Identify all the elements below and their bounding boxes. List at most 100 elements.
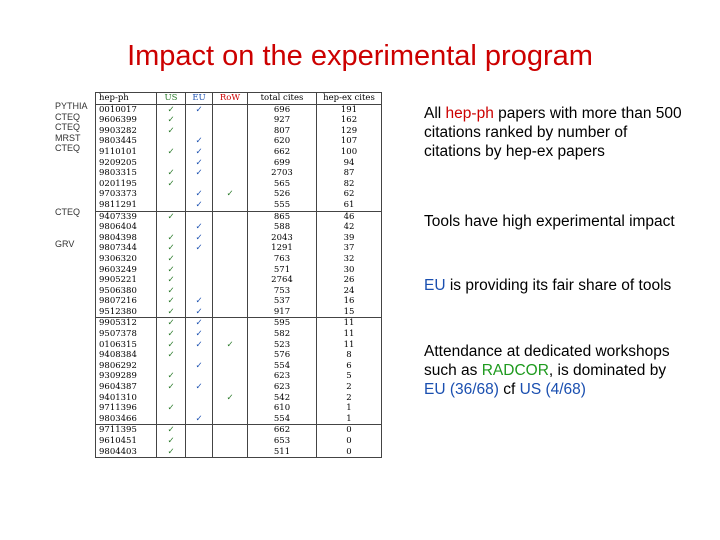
paper-id-cell: 9209205: [95, 157, 157, 169]
hep-ex-cites-cell: 0: [316, 424, 382, 436]
check-icon: ✓: [195, 243, 203, 254]
eu-cell: ✓: [185, 168, 213, 179]
total-cites-cell: 1291: [247, 243, 317, 254]
row-cell: [212, 264, 248, 276]
row-cell: ✓: [212, 392, 248, 404]
bullet-text: US (4/68): [519, 381, 586, 398]
table-row: 0106315 ✓ ✓ ✓ 523 11: [95, 339, 382, 351]
us-cell: ✓: [156, 285, 186, 297]
eu-cell: [185, 350, 213, 361]
total-cites-cell: 526: [247, 189, 317, 200]
us-cell: ✓: [156, 253, 186, 265]
us-cell: ✓: [156, 306, 186, 318]
row-cell: [212, 178, 248, 190]
paper-id-cell: 9806292: [95, 360, 157, 372]
check-icon: ✓: [167, 211, 175, 222]
check-icon: ✓: [195, 168, 203, 179]
us-cell: ✓: [156, 146, 186, 158]
hep-ex-cites-cell: 82: [343, 178, 355, 189]
check-icon: ✓: [167, 285, 175, 296]
paper-id-cell: 9803445: [95, 136, 157, 147]
eu-cell: [185, 264, 213, 276]
total-cites-cell: 662: [247, 424, 317, 436]
eu-cell: [185, 253, 213, 265]
paper-label: CTEQ: [55, 143, 81, 154]
bullet-point: All hep-ph papers with more than 500 cit…: [424, 104, 684, 161]
check-icon: ✓: [195, 232, 203, 243]
table-row: 9811291 ✓ 555 61: [95, 199, 382, 212]
hep-ex-cites-cell: 6: [346, 360, 352, 371]
paper-id-cell: 9703373: [95, 189, 157, 200]
hep-ex-cites-cell: 129: [340, 125, 358, 136]
table-row: 9610451 ✓ 653 0: [95, 436, 382, 447]
check-icon: ✓: [167, 243, 175, 254]
us-cell: ✓: [156, 243, 186, 254]
check-icon: ✓: [167, 264, 175, 275]
eu-cell: [185, 285, 213, 297]
eu-cell: [185, 275, 213, 286]
us-cell: ✓: [156, 210, 186, 223]
total-cites-cell: 554: [247, 413, 317, 425]
hep-ex-cites-cell: 30: [343, 264, 355, 275]
table-row: 9806404 ✓ 588 42: [95, 222, 382, 233]
paper-id-cell: 9606399: [95, 115, 157, 126]
check-icon: ✓: [167, 350, 175, 361]
total-cites-cell: 696: [247, 104, 317, 116]
total-cites-cell: 511: [247, 446, 317, 458]
paper-id-cell: 9407339: [95, 210, 157, 223]
total-cites-cell: 576: [247, 350, 317, 361]
eu-cell: ✓: [185, 296, 213, 307]
row-cell: [212, 136, 248, 147]
row-cell: [212, 199, 248, 212]
us-cell: ✓: [156, 424, 186, 436]
eu-cell: [185, 115, 213, 126]
check-icon: ✓: [167, 104, 175, 115]
eu-cell: [185, 210, 213, 223]
header-total-cites: total cites: [247, 92, 317, 105]
us-cell: ✓: [156, 178, 186, 190]
paper-id-cell: 9803315: [95, 168, 157, 179]
hep-ex-cites-cell: 11: [343, 339, 355, 350]
eu-cell: [185, 125, 213, 137]
table-row: 9804398 ✓ ✓ 2043 39: [95, 232, 382, 244]
table-body: 0010017 ✓ ✓ 696 191 9606399 ✓ 927 162 9903282 ✓ 807…: [95, 104, 382, 458]
hep-ex-cites-cell: 11: [343, 329, 355, 340]
check-icon: ✓: [195, 318, 203, 329]
paper-label: GRV: [55, 238, 75, 249]
hep-ex-cites-cell: 11: [316, 317, 382, 330]
check-icon: ✓: [167, 371, 175, 382]
hep-ex-cites-cell: 5: [346, 371, 352, 382]
row-cell: [212, 210, 248, 223]
check-icon: ✓: [167, 275, 175, 286]
row-cell: [212, 329, 248, 340]
row-cell: [212, 104, 248, 116]
table-row: 9110101 ✓ ✓ 662 100: [95, 146, 382, 158]
hep-ex-cites-cell: 32: [343, 253, 355, 264]
table-row: 9507378 ✓ ✓ 582 11: [95, 329, 382, 340]
row-cell: [212, 371, 248, 383]
us-cell: ✓: [156, 403, 186, 414]
us-cell: [156, 360, 186, 372]
total-cites-cell: 2703: [247, 168, 317, 179]
us-cell: ✓: [156, 264, 186, 276]
check-icon: ✓: [167, 306, 175, 317]
table-row: 9807344 ✓ ✓ 1291 37: [95, 243, 382, 254]
row-cell: [212, 222, 248, 233]
check-icon: ✓: [226, 392, 234, 403]
paper-id-cell: 9306320: [95, 253, 157, 265]
paper-id-cell: 9401310: [95, 392, 157, 404]
bullet-point: Attendance at dedicated workshops such a…: [424, 342, 684, 399]
hep-ex-cites-cell: 2: [346, 382, 352, 393]
us-cell: ✓: [156, 168, 186, 179]
row-cell: [212, 446, 248, 458]
eu-cell: ✓: [185, 104, 213, 116]
table-row: 9606399 ✓ 927 162: [95, 115, 382, 126]
table-row: 9806292 ✓ 554 6: [95, 360, 382, 372]
paper-id-cell: 9905221: [95, 275, 157, 286]
check-icon: ✓: [195, 413, 203, 424]
table-header-row: hep-ph US EU RoW total cites hep-ex cite…: [95, 92, 382, 105]
total-cites-cell: 582: [247, 329, 317, 340]
hep-ex-cites-cell: 62: [343, 189, 355, 200]
hep-ex-cites-cell: 8: [346, 350, 352, 361]
us-cell: ✓: [156, 104, 186, 116]
